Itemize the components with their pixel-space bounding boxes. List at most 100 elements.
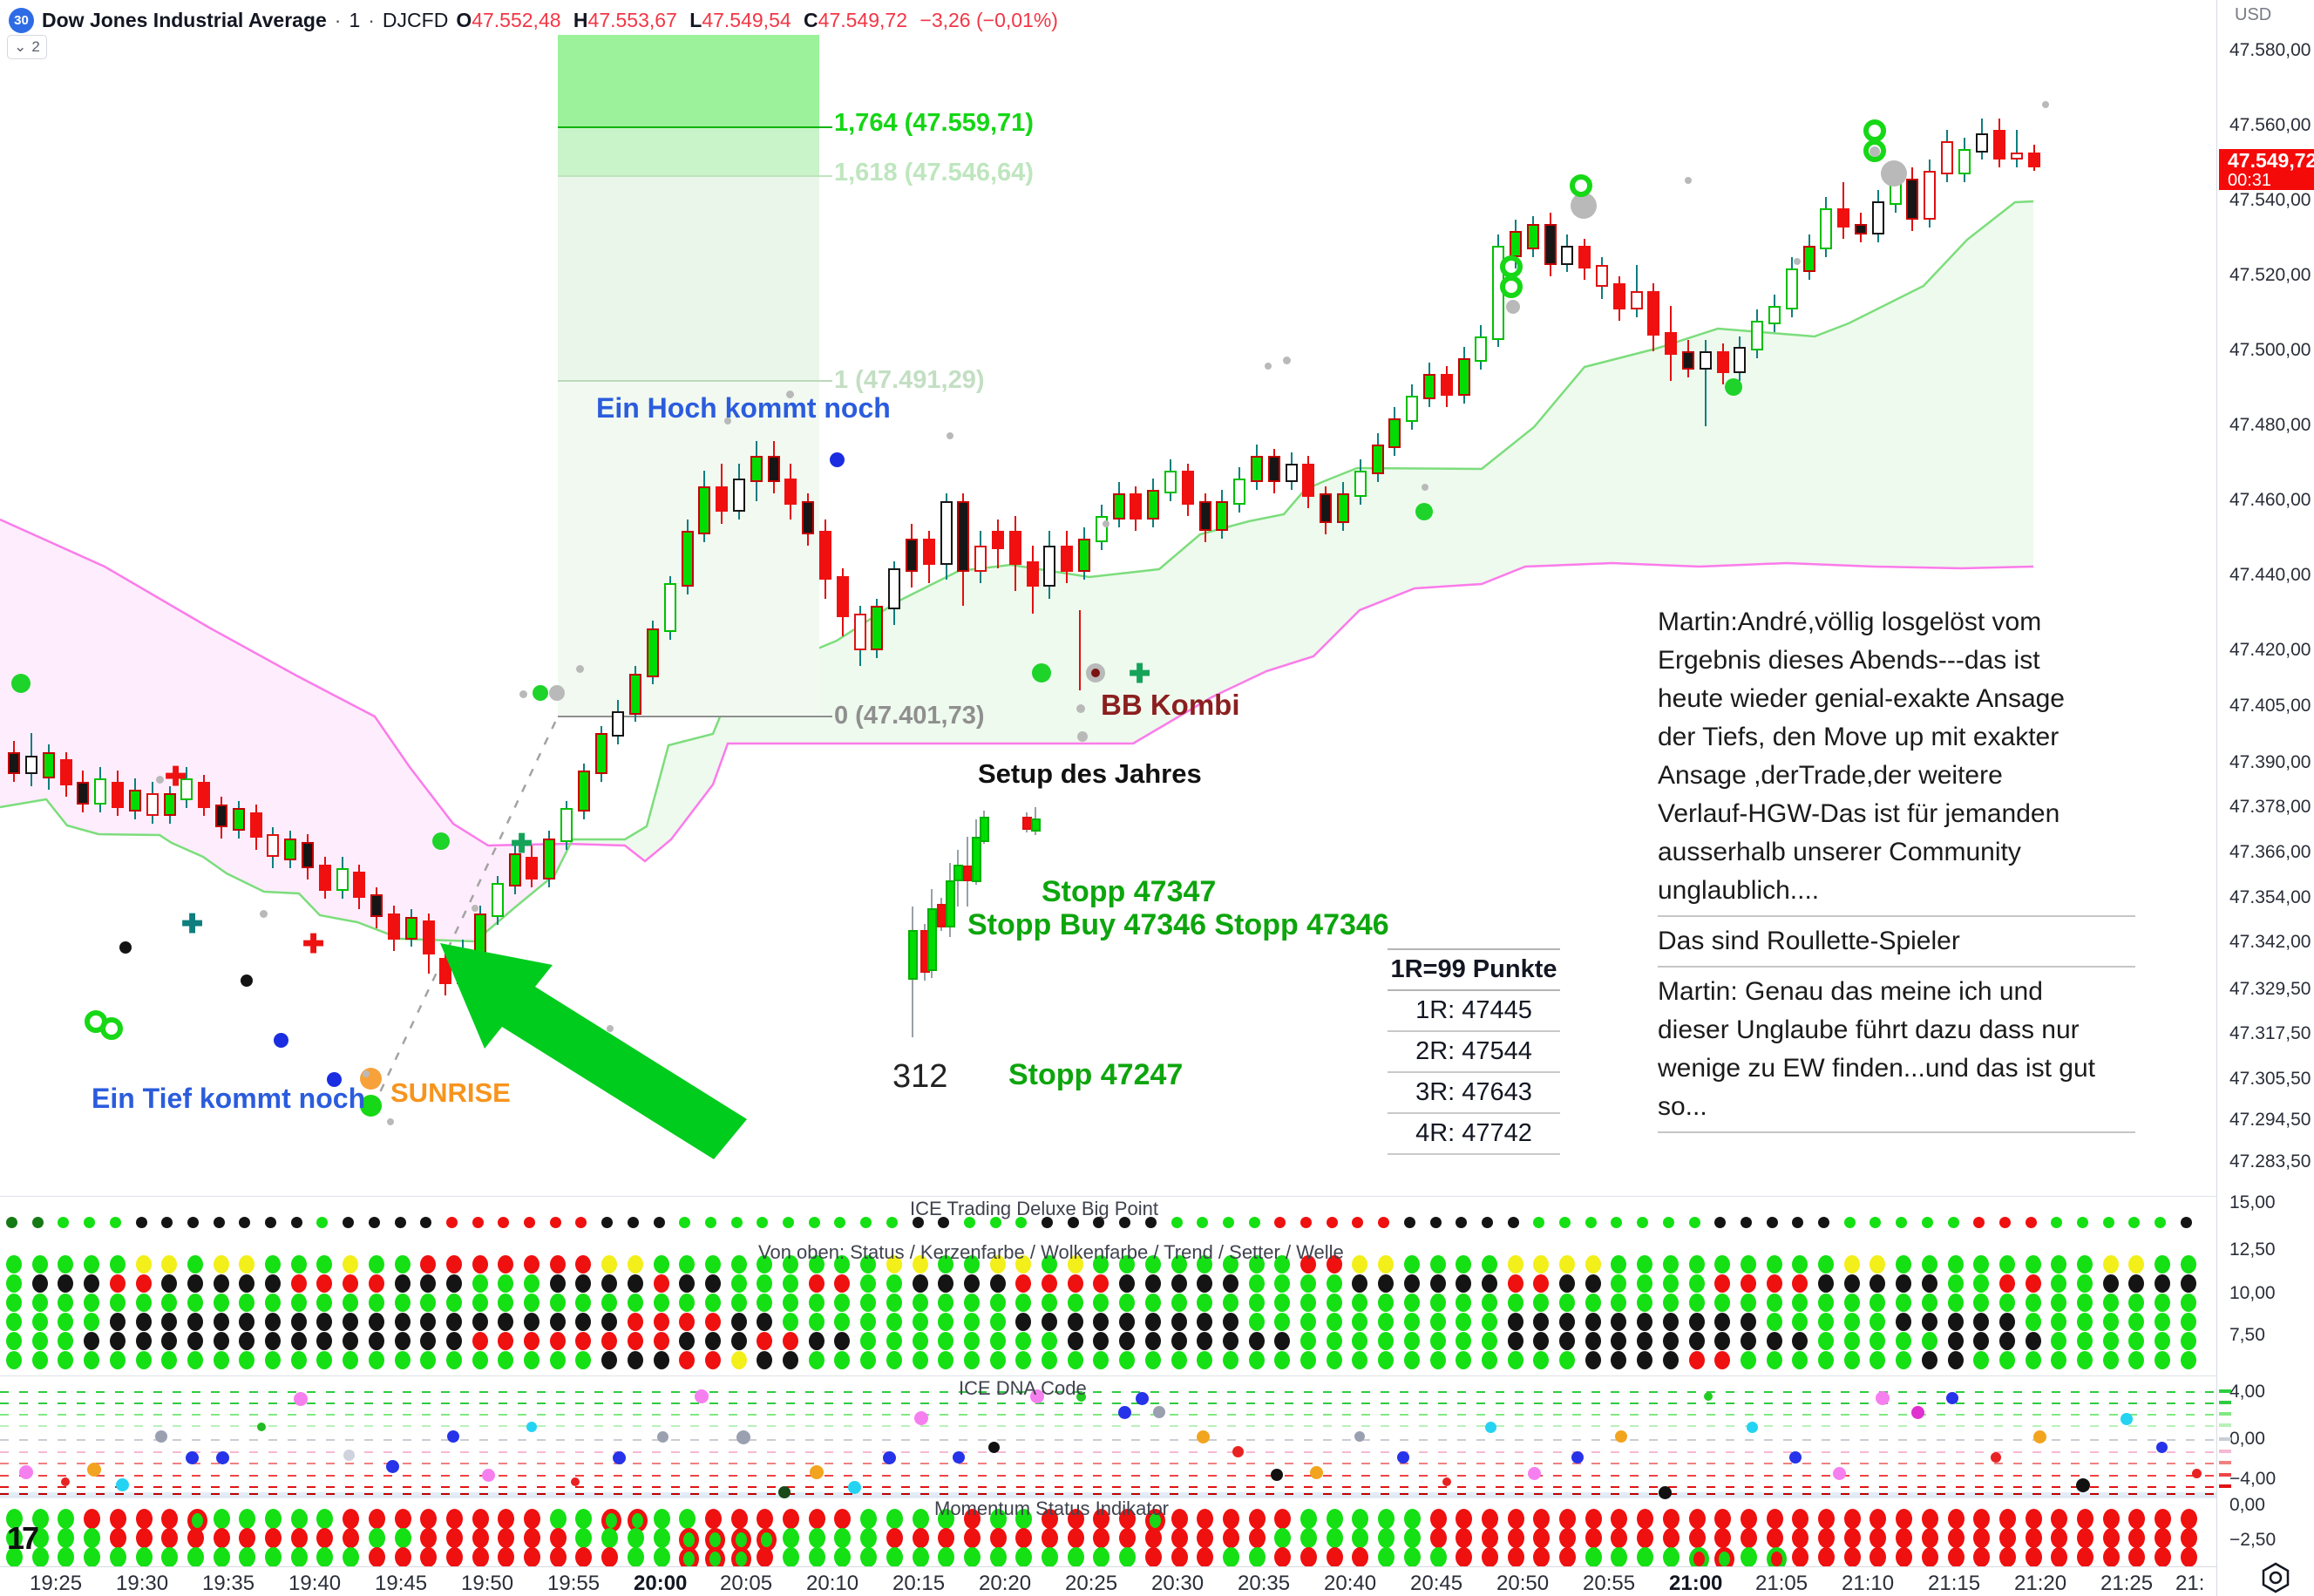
- broker-badge[interactable]: 30: [9, 7, 34, 33]
- interval-label[interactable]: 1: [349, 8, 361, 31]
- indicator-dot: [809, 1273, 824, 1293]
- indicator-dot: [136, 1293, 152, 1312]
- bigpoint-panel-caption: Von oben: Status / Kerzenfarbe / Wolkenf…: [758, 1241, 1344, 1263]
- candle: [1233, 479, 1245, 505]
- candle: [319, 865, 331, 891]
- time-axis-label: 20:45: [1410, 1572, 1463, 1595]
- candle: [302, 842, 314, 868]
- indicator-dot: [1197, 1350, 1212, 1369]
- indicator-dot: [654, 1331, 669, 1350]
- indicator-dot: [990, 1312, 1006, 1331]
- stopp-1-label[interactable]: Stopp 47347: [1042, 875, 1217, 908]
- price-axis[interactable]: USD 47.580,00 47.560,00 47.540,00 47.520,00…: [2216, 0, 2314, 1596]
- indicator-dot: [1482, 1527, 1498, 1548]
- plus-marker: ✚: [181, 910, 204, 939]
- symbol-title[interactable]: Dow Jones Industrial Average: [42, 8, 327, 31]
- indicator-dot: [1767, 1312, 1782, 1331]
- panel-divider[interactable]: [0, 1496, 2216, 1497]
- indicator-dot: [757, 1331, 772, 1350]
- time-axis-label: 21:00: [1669, 1572, 1723, 1595]
- bigpoint-panel-title[interactable]: ICE Trading Deluxe Big Point: [910, 1198, 1158, 1219]
- fib-level-label[interactable]: 1 (47.491,29): [834, 366, 985, 394]
- indicator-dot: [1404, 1546, 1421, 1567]
- indicator-dot: [1404, 1350, 1420, 1369]
- indicator-dot: [1430, 1546, 1447, 1567]
- indicator-dot: [1249, 1216, 1260, 1228]
- indicator-dot: [1015, 1527, 1032, 1548]
- indicator-dot: [161, 1350, 177, 1369]
- time-axis[interactable]: 19:25 19:30 19:35 19:40 19:45 19:50 19:55 20:00…: [0, 1566, 2216, 1596]
- bb-kombi-label[interactable]: BB Kombi: [1101, 689, 1240, 721]
- candle: [1855, 224, 1867, 234]
- indicator-dot: [1948, 1312, 1964, 1331]
- indicator-dot: [575, 1350, 591, 1369]
- price-axis-label: 47.342,00: [2229, 932, 2311, 952]
- indicator-dot: [1922, 1527, 1938, 1548]
- indicator-dot: [1352, 1350, 1367, 1369]
- indicator-dot: [809, 1216, 820, 1228]
- marker-dot: [1685, 177, 1692, 184]
- indicator-dot: [395, 1527, 411, 1548]
- panel-divider[interactable]: [0, 1375, 2216, 1376]
- fib-level-label[interactable]: 0 (47.401,73): [834, 702, 985, 730]
- candle-wick: [1705, 340, 1707, 426]
- ohlc-values: O47.552,48 H47.553,67 L47.549,54 C47.549…: [456, 9, 1058, 32]
- indicator-dot: [1767, 1273, 1782, 1293]
- setup-des-jahres-label[interactable]: Setup des Jahres: [978, 758, 1202, 789]
- fib-level-label[interactable]: 1,618 (47.546,64): [834, 159, 1034, 187]
- fib-level-label[interactable]: 1,764 (47.559,71): [834, 109, 1034, 137]
- indicator-dot: [369, 1254, 384, 1273]
- indicator-dot: [6, 1508, 23, 1529]
- indicator-dot: [187, 1350, 203, 1369]
- stopp-3-label[interactable]: Stopp 47247: [1008, 1058, 1184, 1091]
- indicators-collapse-button[interactable]: ⌄ 2: [7, 35, 47, 59]
- indicator-dot: [1792, 1508, 1808, 1529]
- indicator-dot: [239, 1331, 254, 1350]
- stopp-2-label[interactable]: Stopp Buy 47346 Stopp 47346: [967, 908, 1389, 941]
- candle: [1320, 493, 1332, 523]
- panel-divider[interactable]: [0, 1196, 2216, 1197]
- indicator-dot: [2051, 1331, 2066, 1350]
- indicator-dot: [2128, 1331, 2144, 1350]
- indicator-dot: [938, 1293, 953, 1312]
- indicator-dot: [1197, 1273, 1212, 1293]
- paper-trading-hexagon-icon[interactable]: [2261, 1562, 2290, 1593]
- indicator-dot: [1741, 1273, 1756, 1293]
- indicator-dot: [84, 1546, 100, 1567]
- indicator-dot: [136, 1508, 153, 1529]
- indicator-dot: [860, 1331, 876, 1350]
- indicator-dot: [1689, 1273, 1705, 1293]
- dna-axis-tick: [2219, 1389, 2231, 1393]
- indicator-dot: [2155, 1350, 2170, 1369]
- indicator-dot: [938, 1273, 953, 1293]
- indicator-dot: [1741, 1331, 1756, 1350]
- indicator-dot: [964, 1350, 980, 1369]
- momentum-panel-title[interactable]: Momentum Status Indikator: [934, 1498, 1170, 1519]
- indicator-dot: [860, 1350, 876, 1369]
- indicator-dot: [1999, 1312, 2015, 1331]
- indicator-dot: [110, 1293, 126, 1312]
- note-hoch[interactable]: Ein Hoch kommt noch: [596, 392, 891, 424]
- price-axis-label: 47.354,00: [2229, 887, 2311, 907]
- exchange-label[interactable]: DJCFD: [382, 8, 449, 31]
- sunrise-label[interactable]: SUNRISE: [390, 1077, 511, 1108]
- time-axis-label: 20:10: [806, 1572, 859, 1595]
- indicator-dot: [1300, 1273, 1316, 1293]
- candle: [1941, 141, 1953, 174]
- dna-panel-title[interactable]: ICE DNA Code: [959, 1377, 1087, 1399]
- time-axis-label: 21:15: [1928, 1572, 1981, 1595]
- indicator-dot: [1327, 1546, 1343, 1567]
- note-tief[interactable]: Ein Tief kommt noch: [92, 1083, 366, 1114]
- indicator-dot: [1274, 1527, 1291, 1548]
- indicator-dot: [860, 1273, 876, 1293]
- candle: [1458, 358, 1470, 396]
- indicator-dot: [1999, 1508, 2016, 1529]
- indicator-dot: [1223, 1254, 1238, 1273]
- indicator-dot: [860, 1508, 877, 1529]
- indicator-dot: [1430, 1508, 1447, 1529]
- currency-label[interactable]: USD: [2235, 5, 2272, 24]
- indicator-dot: [1456, 1350, 1471, 1369]
- indicator-dot: [1197, 1254, 1212, 1273]
- tradingview-logo[interactable]: 17: [7, 1520, 39, 1556]
- indicator-dot: [575, 1273, 591, 1293]
